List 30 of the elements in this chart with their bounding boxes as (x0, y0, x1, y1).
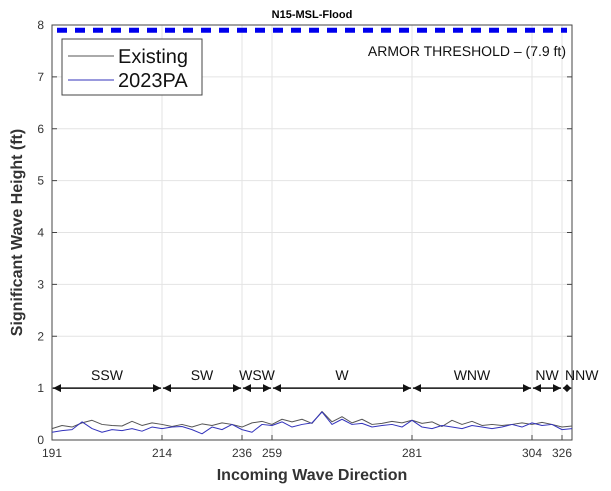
x-tick-label: 191 (42, 446, 62, 460)
line-series (52, 410, 572, 430)
annotation: SW (190, 367, 214, 384)
y-tick-label: 8 (37, 18, 44, 32)
chart-title: N15-MSL-Flood (272, 9, 352, 21)
y-tick-label: 1 (37, 381, 44, 396)
annotation: WNW (454, 367, 492, 384)
x-tick-label: 326 (552, 446, 572, 460)
y-tick-label: 3 (37, 277, 44, 292)
y-tick-label: 2 (37, 329, 44, 344)
y-tick-label: 0 (37, 433, 44, 447)
annotation: WSW (239, 367, 276, 384)
x-tick-label: 259 (262, 446, 282, 460)
x-tick-label: 281 (402, 446, 422, 460)
y-tick-label: 5 (37, 174, 44, 188)
legend-label: 2023PA (118, 70, 188, 92)
x-tick-label: 214 (152, 446, 172, 460)
annotation: SSW (91, 367, 124, 384)
x-axis-title: Incoming Wave Direction (216, 467, 408, 484)
y-axis-title: Significant Wave Height (ft) (9, 128, 26, 336)
x-tick-label: 304 (522, 446, 542, 460)
y-tick-label: 4 (37, 226, 44, 240)
annotation: W (335, 367, 350, 384)
line-series (52, 411, 572, 434)
legend-label: Existing (118, 46, 188, 68)
ref-line-label: ARMOR THRESHOLD – (7.9 ft) (368, 43, 566, 60)
y-tick-label: 6 (37, 122, 44, 136)
y-tick-label: 7 (37, 70, 44, 84)
annotation: NW (535, 367, 560, 384)
x-tick-label: 236 (232, 446, 252, 460)
